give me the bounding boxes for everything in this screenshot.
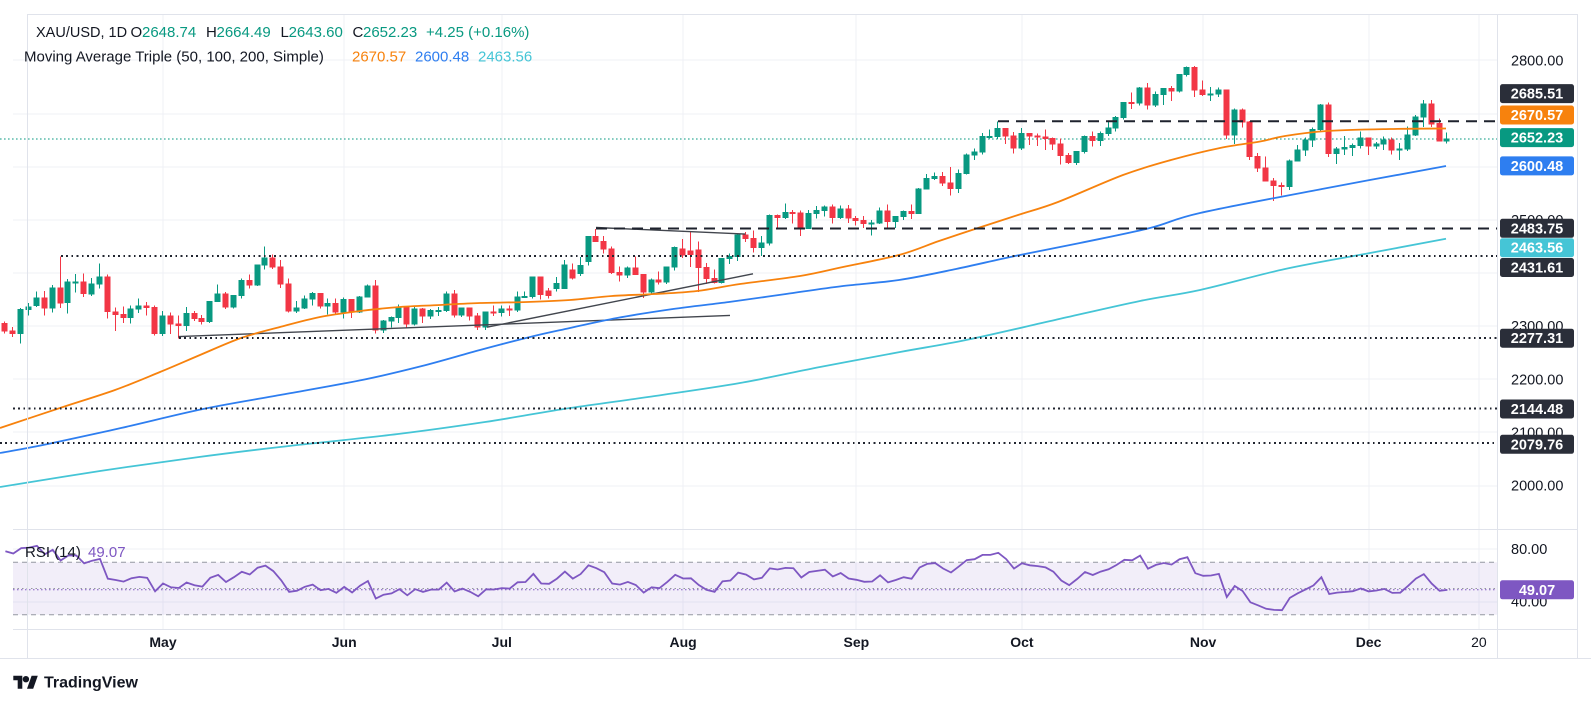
svg-text:2670.57: 2670.57 (1511, 108, 1563, 124)
svg-text:2144.48: 2144.48 (1511, 402, 1563, 418)
svg-text:2200.00: 2200.00 (1511, 372, 1563, 388)
svg-text:2000.00: 2000.00 (1511, 479, 1563, 495)
svg-text:Moving Average Triple (50, 100: Moving Average Triple (50, 100, 200, Sim… (24, 49, 532, 66)
svg-text:20: 20 (1471, 634, 1487, 650)
svg-text:Dec: Dec (1356, 634, 1382, 650)
svg-text:2079.76: 2079.76 (1511, 437, 1563, 453)
svg-text:2800.00: 2800.00 (1511, 54, 1563, 70)
svg-text:2431.61: 2431.61 (1511, 261, 1563, 277)
svg-text:2652.23: 2652.23 (1511, 131, 1563, 147)
svg-text:2685.51: 2685.51 (1511, 87, 1563, 103)
svg-text:80.00: 80.00 (1511, 542, 1547, 558)
svg-text:2463.56: 2463.56 (1511, 241, 1563, 257)
svg-text:49.07: 49.07 (1519, 583, 1555, 599)
svg-text:Jul: Jul (492, 634, 512, 650)
svg-text:Jun: Jun (332, 634, 357, 650)
svg-text:Nov: Nov (1190, 634, 1217, 650)
svg-text:Aug: Aug (669, 634, 696, 650)
svg-text:RSI (14)49.07: RSI (14) 49.07 (25, 544, 126, 561)
svg-text:2600.48: 2600.48 (1511, 159, 1563, 175)
svg-text:Oct: Oct (1010, 634, 1034, 650)
svg-text:2483.75: 2483.75 (1511, 221, 1563, 237)
svg-text:Sep: Sep (844, 634, 870, 650)
svg-text:May: May (149, 634, 176, 650)
svg-text:2277.31: 2277.31 (1511, 331, 1563, 347)
svg-text:TradingView: TradingView (44, 675, 139, 692)
